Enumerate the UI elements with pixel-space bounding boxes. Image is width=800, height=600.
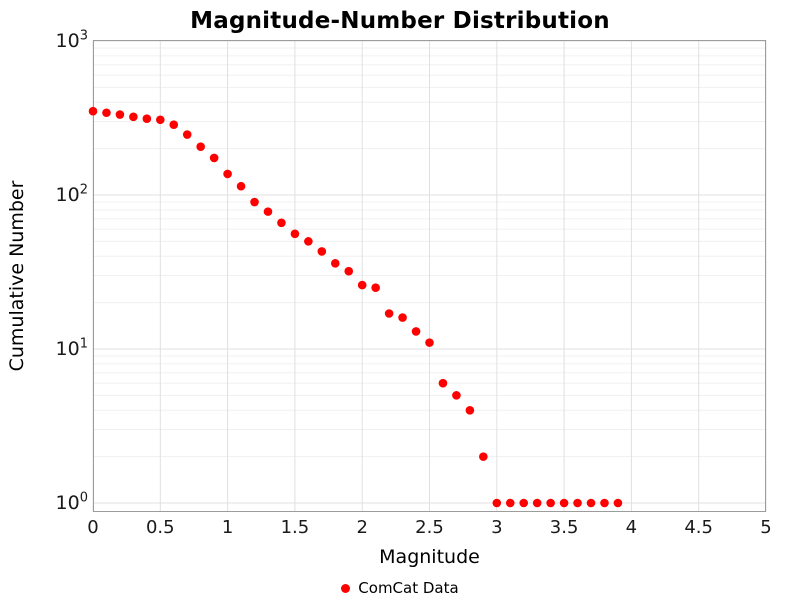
- data-point[interactable]: [290, 229, 300, 239]
- data-point[interactable]: [465, 405, 475, 415]
- x-tick-label: 1: [221, 517, 234, 538]
- data-point[interactable]: [559, 498, 569, 508]
- x-tick-label: 4.5: [684, 517, 713, 538]
- legend-label: ComCat Data: [358, 579, 459, 597]
- data-point[interactable]: [115, 110, 125, 119]
- data-point[interactable]: [438, 378, 448, 388]
- x-axis-title: Magnitude: [379, 546, 480, 568]
- data-point[interactable]: [250, 197, 259, 207]
- data-point[interactable]: [330, 259, 340, 268]
- data-point[interactable]: [129, 112, 138, 122]
- data-point[interactable]: [519, 498, 529, 508]
- data-point[interactable]: [505, 498, 515, 508]
- x-tick-label: 0.5: [145, 517, 175, 538]
- y-tick-label: 103: [55, 28, 88, 52]
- data-point[interactable]: [452, 391, 461, 400]
- chart-title: Magnitude-Number Distribution: [190, 8, 610, 34]
- plot-border: [93, 40, 766, 512]
- data-point[interactable]: [102, 108, 111, 118]
- legend-marker-icon: [341, 583, 351, 593]
- data-point[interactable]: [236, 181, 246, 191]
- data-point[interactable]: [573, 498, 582, 508]
- data-point[interactable]: [169, 120, 179, 130]
- data-point[interactable]: [357, 280, 367, 290]
- data-point[interactable]: [586, 498, 596, 508]
- data-point[interactable]: [384, 309, 394, 318]
- data-point[interactable]: [398, 313, 407, 322]
- x-tick-label: 0: [87, 517, 99, 538]
- data-point[interactable]: [304, 237, 313, 246]
- data-point[interactable]: [182, 130, 192, 139]
- data-point[interactable]: [532, 498, 542, 508]
- x-tick-label: 4: [625, 517, 638, 538]
- x-tick-label: 5: [760, 517, 772, 538]
- data-point[interactable]: [344, 266, 354, 276]
- x-tick-label: 3: [491, 517, 503, 538]
- data-point[interactable]: [88, 106, 98, 116]
- data-point[interactable]: [425, 338, 434, 347]
- x-tick-label: 3.5: [549, 517, 579, 538]
- y-tick-label: 102: [55, 182, 88, 206]
- data-point[interactable]: [546, 498, 555, 508]
- y-tick-label: 101: [55, 336, 88, 360]
- legend[interactable]: ComCat Data: [0, 577, 800, 599]
- x-tick-label: 1.5: [280, 517, 310, 538]
- data-point[interactable]: [209, 153, 219, 163]
- data-point[interactable]: [156, 115, 165, 125]
- data-point[interactable]: [223, 169, 232, 179]
- data-point[interactable]: [263, 207, 273, 216]
- data-point[interactable]: [196, 142, 205, 151]
- data-point[interactable]: [142, 114, 152, 123]
- data-point[interactable]: [277, 218, 286, 228]
- x-tick-label: 2: [356, 517, 368, 538]
- x-tick-label: 2.5: [415, 517, 444, 538]
- y-tick-label: 100: [55, 490, 88, 514]
- data-point[interactable]: [479, 452, 488, 461]
- data-point[interactable]: [492, 498, 502, 508]
- data-point[interactable]: [613, 498, 623, 508]
- data-point[interactable]: [317, 247, 327, 256]
- data-point[interactable]: [411, 327, 421, 336]
- data-point[interactable]: [371, 283, 380, 293]
- data-point[interactable]: [600, 498, 609, 508]
